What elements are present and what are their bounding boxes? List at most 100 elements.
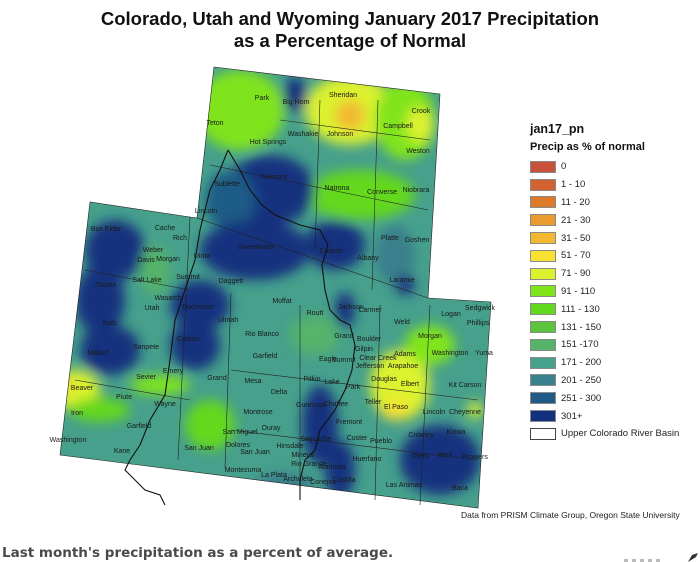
legend-label: 21 - 30: [561, 214, 591, 226]
county-label: Crook: [412, 108, 431, 115]
county-label: Natrona: [325, 185, 350, 192]
county-label: Boulder: [357, 336, 382, 343]
county-label: Albany: [357, 255, 379, 262]
county-label: San Miguel: [222, 429, 257, 436]
legend-swatch: [530, 196, 556, 209]
county-label: Summit: [176, 274, 200, 281]
county-label: Moffat: [272, 298, 291, 305]
county-label: Sanpete: [133, 344, 159, 351]
county-label: Phillips: [467, 320, 490, 327]
county-label: Delta: [271, 389, 287, 396]
county-label: Laramie: [389, 277, 414, 284]
county-label: Garfield: [253, 353, 278, 360]
county-label: Sublette: [214, 181, 240, 188]
county-label: Sheridan: [329, 92, 357, 99]
county-label: Dolores: [226, 442, 251, 449]
county-label: Douglas: [371, 376, 397, 383]
legend-label: 91 - 110: [561, 285, 596, 297]
upper-colorado-river-basin-boundary: [124, 149, 356, 506]
county-label: Mesa: [244, 378, 261, 385]
county-labels: Park Big Hom Sheridan Crook Teton Campbell Was…: [50, 92, 496, 492]
county-label: Grand: [334, 333, 354, 340]
county-label: Lincoln: [423, 409, 445, 416]
county-label: Daggett: [219, 278, 244, 285]
county-label: Piute: [116, 394, 132, 401]
county-label: Weston: [406, 148, 430, 155]
legend-item: 151 -170: [530, 336, 700, 354]
county-label: Sedgwick: [465, 305, 495, 312]
map-title: Colorado, Utah and Wyoming January 2017 …: [0, 8, 700, 52]
legend-item: 11 - 20: [530, 194, 700, 212]
legend-item: 51 - 70: [530, 247, 700, 265]
county-label: San Juan: [240, 449, 270, 456]
county-label: Conejos: [310, 479, 336, 486]
county-label: Summit: [332, 357, 356, 364]
legend-swatch: [530, 427, 556, 440]
legend-label: 51 - 70: [561, 250, 591, 262]
county-label: Iron: [71, 410, 83, 417]
legend-item: 251 - 300: [530, 389, 700, 407]
county-label: Sweetwater: [238, 244, 275, 251]
county-label: Washakie: [288, 131, 319, 138]
partial-logo-icon: [624, 553, 698, 562]
county-label: Park: [255, 95, 270, 102]
county-label: La Plata: [261, 472, 287, 479]
legend-swatch: [530, 232, 556, 245]
county-label: Wayne: [154, 401, 176, 408]
county-label: Custer: [347, 435, 368, 442]
county-label: Lake: [324, 379, 339, 386]
county-label: Costilla: [333, 477, 356, 484]
legend-items: 0 1 - 10 11 - 20 21 - 30 31 - 50 51 - 70 71 - …: [530, 158, 700, 443]
legend-label: 301+: [561, 410, 583, 422]
legend-label: 1 - 10: [561, 179, 586, 191]
county-label: Hot Springs: [250, 139, 287, 146]
legend-label: 171 - 200: [561, 357, 602, 369]
county-label: Ouray: [261, 425, 281, 432]
legend-label: Upper Colorado River Basin: [561, 428, 680, 440]
legend-swatch: [530, 214, 556, 227]
county-label: Utah: [145, 305, 160, 312]
county-label: Platte: [381, 235, 399, 242]
county-label: Bent: [438, 452, 452, 459]
legend-layer-name: jan17_pn: [530, 122, 585, 136]
county-label: Pitkin: [303, 376, 320, 383]
county-label: Pueblo: [370, 438, 392, 445]
legend-swatch: [530, 321, 556, 334]
legend-item: 0: [530, 158, 700, 176]
county-label: Montezuma: [225, 467, 262, 474]
county-label: Sevier: [136, 374, 157, 381]
county-label: Fremont: [261, 174, 287, 181]
county-label: Weld: [394, 319, 410, 326]
county-label: Carbon: [177, 336, 200, 343]
county-label: Rio Blanco: [245, 331, 279, 338]
legend-item: 301+: [530, 407, 700, 425]
county-label: Rio Grande: [291, 461, 327, 468]
data-credit: Data from PRISM Climate Group, Oregon St…: [461, 510, 680, 520]
map-legend: jan17_pn Precip as % of normal 0 1 - 10 11…: [530, 122, 700, 443]
county-label: Gunnison: [296, 402, 326, 409]
legend-label: 201 - 250: [561, 374, 602, 386]
legend-swatch: [530, 267, 556, 280]
county-label: Morgan: [156, 256, 180, 263]
county-label: Uintah: [218, 317, 238, 324]
legend-label: 111 - 130: [561, 303, 600, 315]
legend-item: 31 - 50: [530, 229, 700, 247]
county-label: Cache: [155, 225, 175, 232]
map-title-line1: Colorado, Utah and Wyoming January 2017 …: [100, 8, 600, 29]
county-label: Duchesne: [182, 304, 214, 311]
legend-label: 151 -170: [561, 339, 599, 351]
county-label: Davis: [137, 257, 155, 264]
legend-label: 251 - 300: [561, 392, 602, 404]
legend-subtitle: Precip as % of normal: [530, 141, 645, 153]
county-label: Carmer: [358, 307, 382, 314]
county-label: Beaver: [71, 385, 94, 392]
county-label: Fremont: [336, 419, 362, 426]
county-label: Campbell: [383, 123, 413, 130]
county-label: Uinta: [194, 253, 210, 260]
county-label: Garfield: [127, 423, 152, 430]
county-label: Clear Creek: [359, 355, 397, 362]
county-label: Yuma: [475, 350, 493, 357]
legend-swatch: [530, 410, 556, 423]
county-label: Box Elder: [91, 226, 122, 233]
county-label: San Juan: [184, 445, 214, 452]
